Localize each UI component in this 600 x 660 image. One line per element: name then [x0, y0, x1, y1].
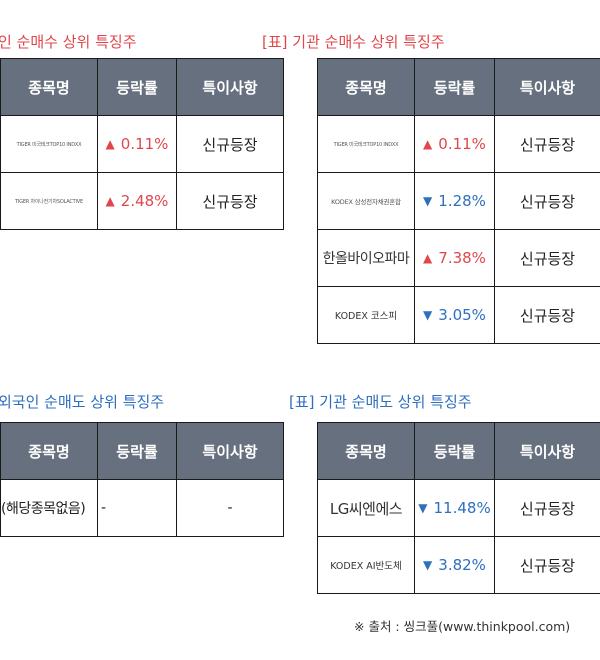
stock-name: TIGER 미국테크TOP10 INDXX — [0, 115, 98, 173]
note-cell: - — [176, 479, 284, 537]
inst-buy-title: [표] 기관 순매수 상위 특징주 — [262, 33, 445, 51]
col-header-change: 등락률 — [414, 58, 495, 116]
change-cell: ▲ 0.11% — [414, 115, 495, 173]
col-header-note: 특이사항 — [494, 58, 600, 116]
change-cell: ▲ 2.48% — [97, 172, 177, 230]
down-triangle-icon: ▼ — [423, 308, 433, 322]
note-cell: 신규등장 — [494, 286, 600, 344]
stock-name: TIGER 미국테크TOP10 INDXX — [317, 115, 415, 173]
note-cell: 신규등장 — [494, 172, 600, 230]
note-cell: 신규등장 — [176, 172, 284, 230]
col-header-note: 특이사항 — [176, 422, 284, 480]
col-header-change: 등락률 — [97, 58, 177, 116]
table-header-row: 종목명 등락률 특이사항 — [317, 58, 600, 116]
change-value: 3.05% — [438, 306, 486, 324]
foreign-sell-title: 외국인 순매도 상위 특징주 — [0, 393, 165, 411]
change-cell: ▼ 3.05% — [414, 286, 495, 344]
table-row: KODEX 코스피 ▼ 3.05% 신규등장 — [317, 286, 600, 344]
col-header-note: 특이사항 — [494, 422, 600, 480]
foreign-buy-title: 인 순매수 상위 특징주 — [0, 33, 137, 51]
note-cell: 신규등장 — [494, 536, 600, 594]
table-header-row: 종목명 등락률 특이사항 — [0, 58, 284, 116]
table-header-row: 종목명 등락률 특이사항 — [317, 422, 600, 480]
change-value: 11.48% — [433, 499, 491, 517]
up-triangle-icon: ▲ — [105, 137, 115, 151]
table-row: TIGER 차이나전기차SOLACTIVE ▲ 2.48% 신규등장 — [0, 172, 284, 230]
change-cell: ▼ 11.48% — [414, 479, 495, 537]
stock-name: (해당종목없음) — [0, 479, 98, 537]
col-header-name: 종목명 — [317, 58, 415, 116]
down-triangle-icon: ▼ — [423, 558, 433, 572]
up-triangle-icon: ▲ — [423, 137, 433, 151]
table-row: KODEX 삼성전자채권혼합 ▼ 1.28% 신규등장 — [317, 172, 600, 230]
foreign-sell-table: 종목명 등락률 특이사항 (해당종목없음) - - — [0, 422, 284, 537]
inst-sell-table: 종목명 등락률 특이사항 LG씨엔에스 ▼ 11.48% 신규등장 KODEX A… — [317, 422, 600, 594]
table-row: TIGER 미국테크TOP10 INDXX ▲ 0.11% 신규등장 — [317, 115, 600, 173]
stock-name: 한올바이오파마 — [317, 229, 415, 287]
inst-sell-title: [표] 기관 순매도 상위 특징주 — [289, 393, 472, 411]
change-value: 3.82% — [438, 556, 486, 574]
table-row: LG씨엔에스 ▼ 11.48% 신규등장 — [317, 479, 600, 537]
table-row: 한올바이오파마 ▲ 7.38% 신규등장 — [317, 229, 600, 287]
col-header-change: 등락률 — [97, 422, 177, 480]
inst-buy-table: 종목명 등락률 특이사항 TIGER 미국테크TOP10 INDXX ▲ 0.11… — [317, 58, 600, 344]
change-cell: ▼ 1.28% — [414, 172, 495, 230]
change-cell: ▼ 3.82% — [414, 536, 495, 594]
up-triangle-icon: ▲ — [423, 251, 433, 265]
change-cell: ▲ 7.38% — [414, 229, 495, 287]
down-triangle-icon: ▼ — [418, 501, 428, 515]
change-cell: - — [97, 479, 177, 537]
col-header-change: 등락률 — [414, 422, 495, 480]
stock-name: LG씨엔에스 — [317, 479, 415, 537]
table-row: KODEX AI반도체 ▼ 3.82% 신규등장 — [317, 536, 600, 594]
note-cell: 신규등장 — [176, 115, 284, 173]
source-credit: ※ 출처 : 씽크풀(www.thinkpool.com) — [354, 619, 571, 634]
change-value: 7.38% — [438, 249, 486, 267]
stock-name: KODEX 삼성전자채권혼합 — [317, 172, 415, 230]
table-row: TIGER 미국테크TOP10 INDXX ▲ 0.11% 신규등장 — [0, 115, 284, 173]
note-cell: 신규등장 — [494, 479, 600, 537]
note-cell: 신규등장 — [494, 115, 600, 173]
col-header-name: 종목명 — [0, 58, 98, 116]
note-cell: 신규등장 — [494, 229, 600, 287]
down-triangle-icon: ▼ — [423, 194, 433, 208]
change-value: 1.28% — [438, 192, 486, 210]
stock-name: TIGER 차이나전기차SOLACTIVE — [0, 172, 98, 230]
change-value: 2.48% — [120, 192, 169, 210]
change-value: 0.11% — [120, 135, 169, 153]
change-cell: ▲ 0.11% — [97, 115, 177, 173]
foreign-buy-table: 종목명 등락률 특이사항 TIGER 미국테크TOP10 INDXX ▲ 0.11… — [0, 58, 284, 230]
table-row: (해당종목없음) - - — [0, 479, 284, 537]
col-header-name: 종목명 — [0, 422, 98, 480]
col-header-note: 특이사항 — [176, 58, 284, 116]
table-header-row: 종목명 등락률 특이사항 — [0, 422, 284, 480]
stock-name: KODEX AI반도체 — [317, 536, 415, 594]
col-header-name: 종목명 — [317, 422, 415, 480]
stock-name: KODEX 코스피 — [317, 286, 415, 344]
change-value: 0.11% — [438, 135, 486, 153]
up-triangle-icon: ▲ — [105, 194, 115, 208]
